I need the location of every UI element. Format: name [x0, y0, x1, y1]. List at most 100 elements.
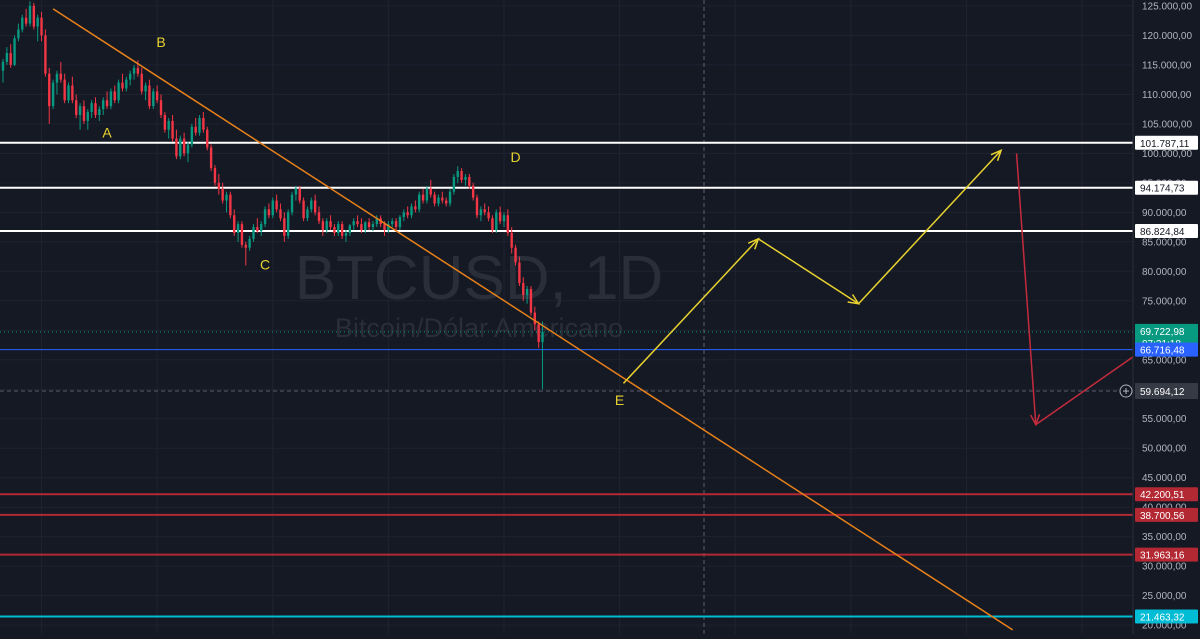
candle-body: [533, 312, 537, 325]
symbol-watermark: BTCUSD, 1D: [295, 244, 664, 313]
wave-label-e: E: [615, 392, 624, 408]
candle-body: [468, 176, 471, 186]
candle-body: [182, 138, 186, 154]
candle-body: [213, 168, 217, 183]
candle-body: [136, 67, 140, 74]
price-axis-tick-label: 105.000,00: [1142, 119, 1192, 130]
candle-body: [244, 244, 247, 248]
candle-body: [9, 53, 12, 65]
candle-body: [425, 188, 429, 201]
descending-trendline[interactable]: [52, 8, 1014, 631]
candle-body: [279, 209, 282, 219]
candle-body: [202, 117, 205, 130]
candle-body: [125, 79, 128, 89]
candle-body: [537, 324, 540, 343]
candle-body: [441, 197, 444, 201]
crosshair-price-badge[interactable]: [1135, 383, 1198, 400]
price-axis-tick-label: 50.000,00: [1142, 444, 1187, 455]
wave-label-c: C: [260, 257, 270, 273]
level-price-badge[interactable]: [1135, 224, 1198, 239]
candle-body: [406, 212, 409, 216]
candle-body: [144, 85, 147, 92]
candle-body: [444, 200, 448, 204]
candle-body: [167, 120, 170, 130]
level-price-badge[interactable]: [1135, 135, 1198, 150]
candle-body: [383, 224, 386, 231]
last-price-label: 69.722,98: [1140, 327, 1185, 338]
candle-body: [32, 5, 36, 27]
price-axis-tick-label: 45.000,00: [1142, 473, 1187, 484]
candle-body: [194, 126, 197, 133]
candle-body: [263, 209, 267, 225]
candle-body: [17, 29, 20, 39]
candle-body: [498, 212, 502, 222]
candle-body: [437, 197, 440, 204]
candle-body: [44, 35, 47, 74]
candle-body: [28, 5, 32, 24]
candle-body: [391, 221, 394, 225]
candle-body: [260, 224, 263, 232]
candle-body: [433, 194, 436, 204]
candle-body: [240, 224, 244, 245]
candle-body: [221, 188, 224, 201]
candle-body: [306, 209, 309, 219]
price-axis-tick-label: 100.000,00: [1142, 149, 1192, 160]
crosshair-price-label: 59.694,12: [1140, 387, 1185, 398]
price-axis-tick-label: 20.000,00: [1142, 621, 1187, 632]
bullish-projection-leg[interactable]: [757, 238, 859, 305]
candle-body: [367, 222, 371, 228]
candle-body: [541, 331, 544, 343]
candle-body: [113, 91, 116, 101]
candle-body: [352, 221, 355, 226]
candle-body: [394, 221, 398, 228]
candle-body: [471, 185, 475, 198]
bullish-projection-leg[interactable]: [857, 149, 1002, 305]
level-price-label: 38.700,56: [1140, 511, 1185, 522]
level-price-badge[interactable]: [1135, 180, 1198, 195]
candle-body: [225, 194, 228, 201]
candle-body: [371, 224, 375, 228]
candle-body: [502, 215, 506, 222]
candle-body: [510, 232, 513, 248]
candle-body: [429, 188, 432, 195]
reference-price-badge[interactable]: [1135, 342, 1198, 357]
candle-body: [267, 209, 271, 216]
level-price-badge[interactable]: [1135, 609, 1198, 624]
candle-body: [36, 17, 39, 27]
price-axis-tick-label: 85.000,00: [1142, 237, 1187, 248]
candle-body: [410, 206, 413, 216]
level-price-badge[interactable]: [1135, 487, 1198, 502]
candle-body: [514, 247, 517, 263]
candle-body: [117, 82, 120, 101]
bullish-projection-leg[interactable]: [622, 238, 759, 384]
candle-body: [313, 200, 317, 213]
price-axis-tick-label: 75.000,00: [1142, 296, 1187, 307]
candle-body: [302, 200, 305, 219]
candle-body: [317, 212, 321, 222]
level-price-label: 42.200,51: [1140, 490, 1185, 501]
candle-body: [483, 209, 486, 213]
candle-body: [98, 109, 101, 116]
price-axis-tick-label: 80.000,00: [1142, 267, 1187, 278]
level-price-label: 94.174,73: [1140, 184, 1185, 195]
candle-body: [179, 138, 182, 157]
price-axis-tick-label: 65.000,00: [1142, 355, 1187, 366]
candle-body: [360, 224, 363, 231]
candle-body: [171, 120, 174, 139]
candle-body: [152, 91, 155, 107]
candle-body: [333, 227, 336, 233]
candle-body: [155, 91, 159, 101]
level-price-badge[interactable]: [1135, 507, 1198, 522]
candle-body: [48, 73, 51, 107]
candle-body: [71, 85, 74, 101]
candle-body: [1, 61, 5, 71]
candle-body: [175, 138, 178, 157]
candle-body: [506, 215, 510, 233]
candle-body: [452, 176, 456, 192]
level-price-badge[interactable]: [1135, 547, 1198, 562]
bearish-projection-leg[interactable]: [1015, 153, 1037, 425]
candle-body: [418, 194, 421, 210]
price-axis[interactable]: [1133, 0, 1200, 634]
